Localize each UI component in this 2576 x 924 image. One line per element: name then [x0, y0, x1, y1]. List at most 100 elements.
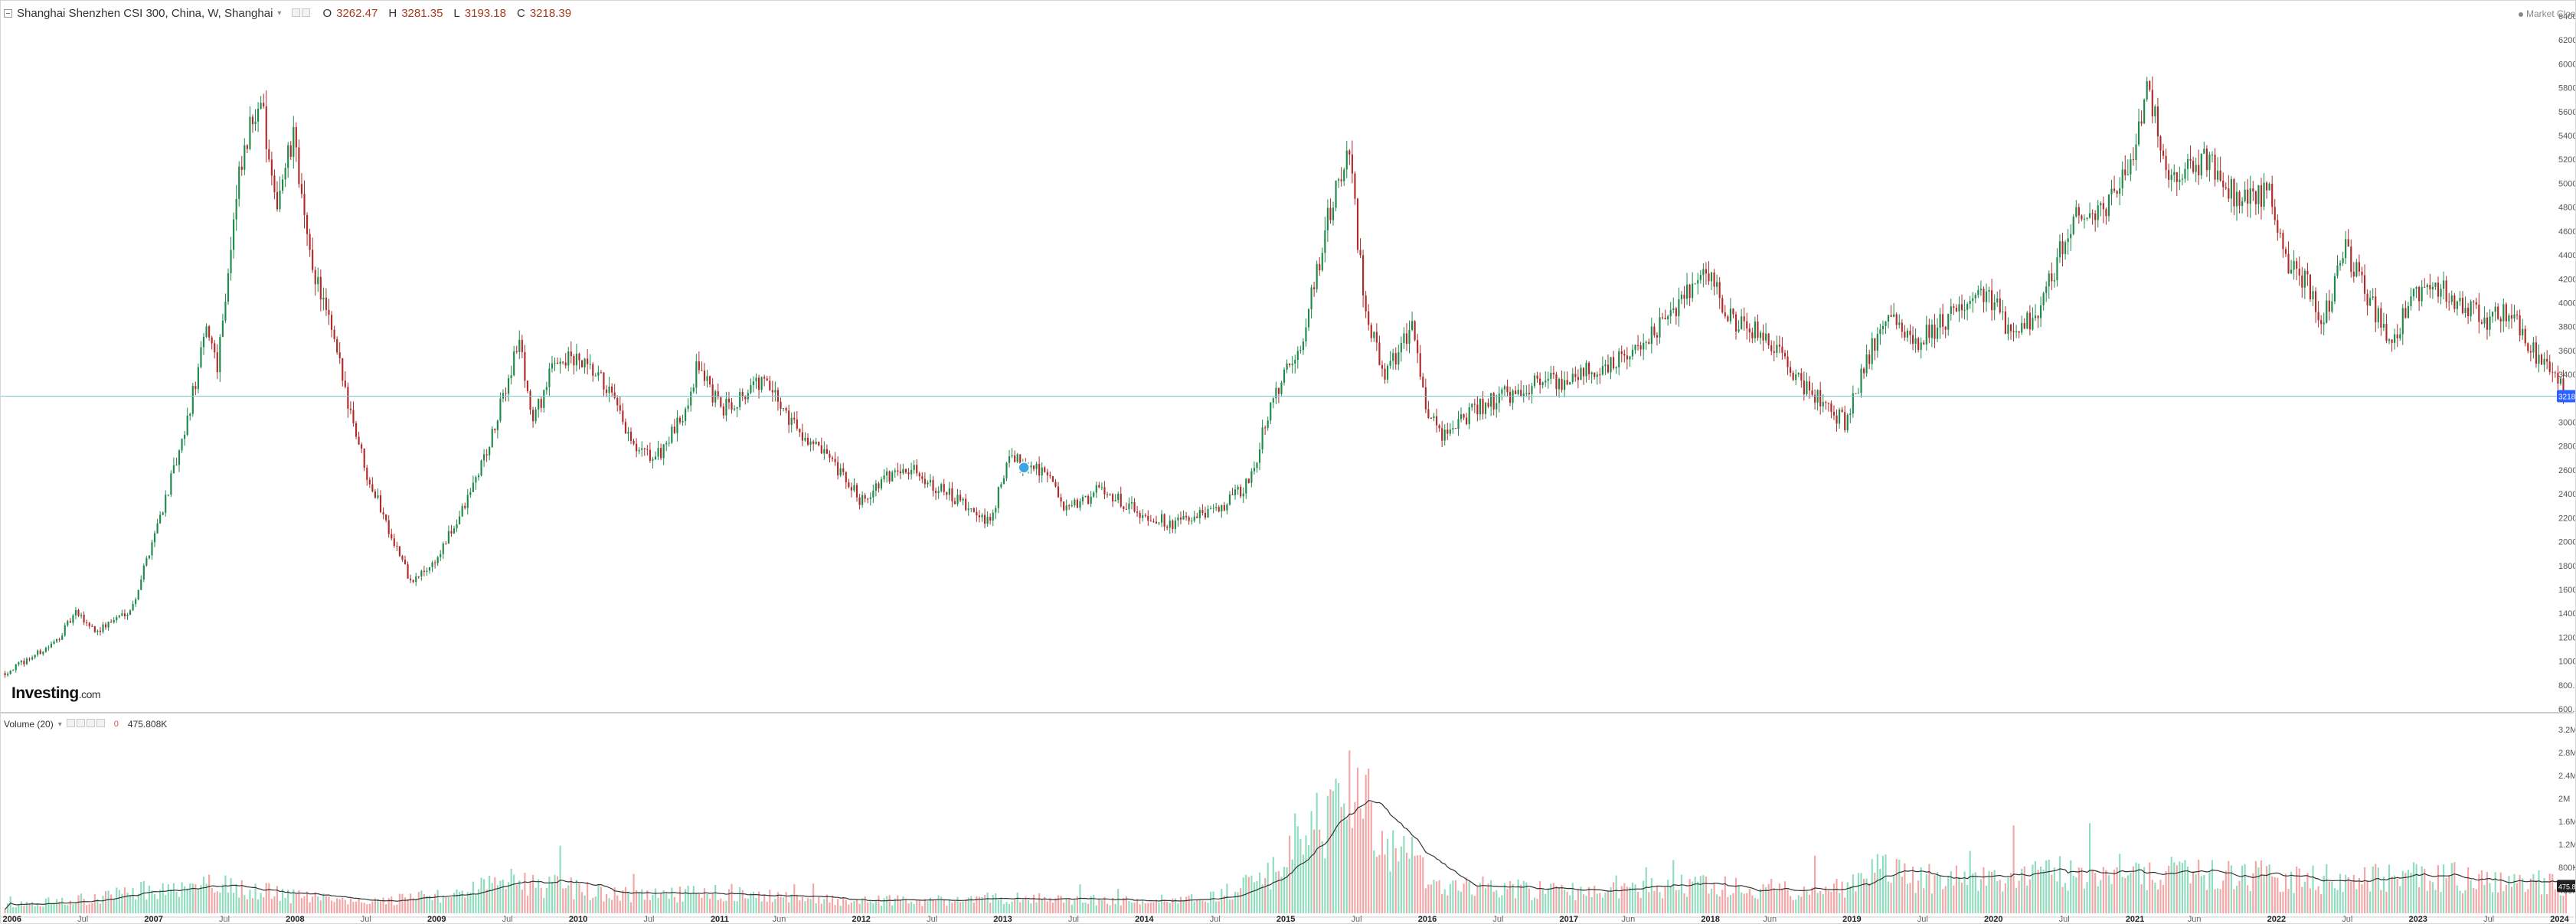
volume-bar [1675, 890, 1677, 913]
volume-bar [543, 898, 545, 913]
candle-body [902, 469, 904, 474]
candle-body [1280, 382, 1283, 394]
candle-body [2363, 275, 2366, 294]
volume-bar [1114, 903, 1116, 913]
candle-body [1128, 503, 1130, 510]
candle-body [1422, 377, 1424, 388]
candle-body [2410, 296, 2412, 306]
volume-bar [529, 882, 531, 913]
volume-bar [1179, 896, 1182, 913]
volume-bar [2445, 877, 2447, 913]
volume-bar [1618, 898, 1620, 913]
volume-bar [1044, 896, 1046, 913]
candle-body [1041, 467, 1043, 476]
candle-body [64, 625, 66, 636]
volume-bar [981, 896, 983, 913]
volume-bar [1868, 883, 1871, 913]
visibility-toggle-icon[interactable] [292, 8, 301, 17]
candle-body [1688, 284, 1691, 299]
candle-body [205, 326, 208, 337]
candle-body [624, 422, 626, 434]
candle-body [1685, 284, 1688, 299]
candle-body [1114, 500, 1116, 501]
candle-body [2296, 261, 2298, 269]
volume-bar [521, 890, 523, 913]
volume-bar [2225, 870, 2227, 913]
candle-body [1492, 393, 1495, 410]
volume-bar [1002, 903, 1005, 913]
volume-bar [1098, 899, 1100, 913]
volume-bar [2119, 854, 2121, 913]
candle-body [2467, 308, 2470, 317]
volume-bar [287, 890, 289, 913]
candle-body [240, 166, 243, 170]
candle-body [1963, 309, 1966, 311]
volume-bar [747, 898, 749, 913]
candle-body [170, 473, 172, 495]
candle-body [1890, 315, 1892, 317]
candle-body [300, 184, 303, 194]
collapse-icon[interactable] [4, 9, 12, 18]
volume-bar [946, 905, 948, 913]
candle-body [2399, 334, 2401, 338]
volume-bar [1895, 858, 1898, 913]
candle-body [1158, 522, 1160, 524]
candle-body [2314, 291, 2317, 312]
high-key: H [388, 7, 397, 20]
candle-body [1267, 420, 1269, 428]
visibility-toggle-icon[interactable] [66, 719, 75, 727]
candle-body [39, 650, 41, 655]
volume-bar [2132, 866, 2135, 913]
more-options-icon[interactable] [86, 719, 95, 727]
volume-bar [2279, 891, 2281, 913]
chevron-down-icon[interactable]: ▾ [57, 720, 62, 729]
candle-body [2486, 317, 2489, 330]
volume-bar [342, 898, 344, 913]
candle-body [1081, 497, 1084, 501]
candle-body [1234, 489, 1237, 495]
volume-bar [2042, 870, 2045, 913]
volume-bar [1996, 881, 1999, 913]
volume-bar [319, 900, 322, 913]
volume-bar [1708, 893, 1710, 913]
candle-body [1988, 290, 1990, 292]
volume-bar [1800, 896, 1803, 913]
settings-toggle-icon[interactable] [76, 719, 85, 727]
candle-body [273, 175, 276, 193]
candle-body [1093, 492, 1095, 497]
volume-bar [2235, 886, 2238, 913]
candle-body [1939, 314, 1941, 328]
close-pane-icon[interactable] [96, 719, 105, 727]
chevron-down-icon[interactable]: ▾ [277, 9, 282, 18]
candle-body [1008, 456, 1011, 463]
volume-bar [1743, 893, 1745, 913]
volume-bar [273, 896, 276, 913]
candle-body [1338, 179, 1340, 181]
volume-bar [2018, 880, 2020, 913]
volume-bar [1296, 826, 1299, 913]
candle-body [771, 390, 773, 393]
volume-bar [23, 906, 25, 913]
candle-body [1705, 269, 1707, 274]
price-tick-label: 4000.00 [2558, 299, 2575, 308]
volume-bar [834, 905, 836, 913]
candle-body [513, 351, 515, 376]
candle-body [2268, 184, 2270, 191]
volume-bar [2284, 873, 2287, 913]
volume-bar [50, 903, 53, 913]
settings-toggle-icon[interactable] [302, 8, 311, 17]
volume-bar [959, 902, 962, 913]
candle-body [2214, 154, 2216, 180]
volume-bar [104, 890, 107, 913]
volume-bar [1375, 857, 1378, 913]
candle-body [2352, 272, 2355, 277]
candle-body [986, 517, 989, 524]
candle-body [477, 475, 480, 478]
price-tick-label: 1600.00 [2558, 586, 2575, 595]
volume-bar [2440, 892, 2442, 913]
volume-bar [510, 868, 512, 913]
volume-bar [638, 892, 640, 913]
candle-body [2293, 261, 2295, 270]
volume-bar [445, 896, 447, 913]
